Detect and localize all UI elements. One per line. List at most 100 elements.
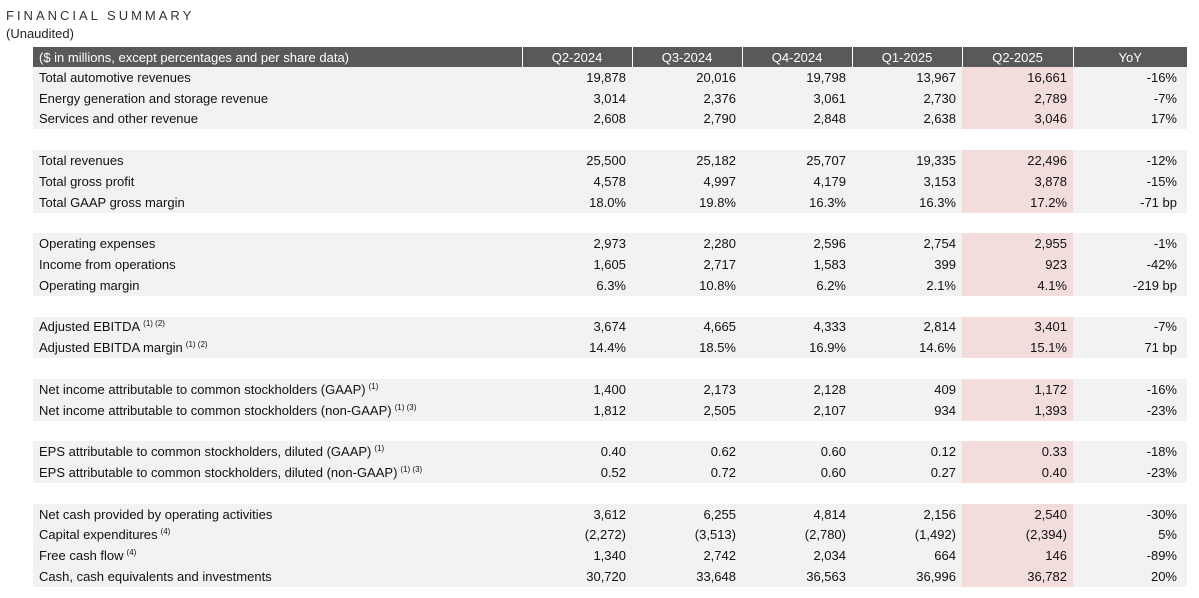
yoy-cell: 20%: [1073, 566, 1187, 587]
group-spacer: [33, 129, 1187, 151]
value-cell: 16.3%: [852, 191, 962, 213]
spacer-cell: [742, 358, 852, 379]
value-cell-highlight: 0.33: [962, 441, 1073, 463]
spacer-cell: [33, 358, 522, 379]
table-row: Adjusted EBITDA margin (1) (2) 14.4% 18.5% 1…: [33, 337, 1187, 359]
value-cell: 10.8%: [632, 274, 742, 296]
value-cell: 2,814: [852, 316, 962, 338]
value-cell: 19,335: [852, 150, 962, 171]
value-cell: 3,674: [522, 316, 632, 338]
yoy-cell: -15%: [1073, 170, 1187, 192]
row-label-text: Net income attributable to common stockh…: [39, 402, 392, 418]
row-label-text: EPS attributable to common stockholders,…: [39, 444, 372, 460]
footnote-marker: (1) (3): [400, 465, 423, 475]
table-row: Services and other revenue 2,608 2,790 2,84…: [33, 108, 1187, 130]
value-cell: 0.60: [742, 462, 852, 483]
row-label-text: Total revenues: [39, 153, 124, 169]
value-cell-highlight: 146: [962, 545, 1073, 567]
footnote-marker: (1) (2): [143, 319, 165, 329]
yoy-cell: 17%: [1073, 108, 1187, 130]
table-row: EPS attributable to common stockholders,…: [33, 462, 1187, 483]
spacer-cell: [522, 212, 632, 234]
spacer-cell: [852, 358, 962, 379]
row-label-text: Cash, cash equivalents and investments: [39, 569, 272, 585]
spacer-cell: [522, 420, 632, 442]
row-label: Net income attributable to common stockh…: [33, 399, 522, 421]
spacer-cell: [522, 129, 632, 151]
value-cell-highlight: 4.1%: [962, 274, 1073, 296]
value-cell: 2,596: [742, 233, 852, 255]
spacer-cell: [962, 212, 1073, 234]
spacer-cell: [962, 295, 1073, 317]
value-cell-highlight: 2,955: [962, 233, 1073, 255]
table-row: Cash, cash equivalents and investments 30…: [33, 566, 1187, 587]
spacer-cell: [522, 358, 632, 379]
row-label-text: Total automotive revenues: [39, 69, 191, 85]
spacer-cell: [632, 482, 742, 504]
value-cell: 4,333: [742, 316, 852, 338]
table-row: Net cash provided by operating activitie…: [33, 503, 1187, 525]
value-cell-highlight: 923: [962, 254, 1073, 275]
value-cell: 25,182: [632, 150, 742, 171]
value-cell: 2,848: [742, 108, 852, 130]
spacer-cell: [33, 420, 522, 442]
table-row: Free cash flow (4) 1,340 2,742 2,034 664 146 -8…: [33, 545, 1187, 567]
value-cell: 2,156: [852, 503, 962, 525]
table-row: Operating expenses 2,973 2,280 2,596 2,754 2,…: [33, 233, 1187, 255]
value-cell-highlight: 16,661: [962, 67, 1073, 88]
row-label: Total GAAP gross margin: [33, 191, 522, 213]
spacer-cell: [962, 358, 1073, 379]
yoy-cell: -18%: [1073, 441, 1187, 463]
value-cell-highlight: 22,496: [962, 150, 1073, 171]
row-label-text: EPS attributable to common stockholders,…: [39, 465, 398, 481]
row-label-text: Operating margin: [39, 277, 140, 293]
value-cell-highlight: 15.1%: [962, 337, 1073, 359]
yoy-cell: -7%: [1073, 87, 1187, 109]
value-cell: 1,583: [742, 254, 852, 275]
row-label: Total revenues: [33, 150, 522, 171]
value-cell: 2,505: [632, 399, 742, 421]
table-row: Total gross profit 4,578 4,997 4,179 3,153 3,…: [33, 170, 1187, 192]
row-label: Net income attributable to common stockh…: [33, 378, 522, 400]
spacer-cell: [1073, 482, 1187, 504]
column-header-yoy: YoY: [1073, 47, 1187, 67]
spacer-cell: [852, 295, 962, 317]
value-cell-highlight: 3,046: [962, 108, 1073, 130]
value-cell: 664: [852, 545, 962, 567]
value-cell: 0.12: [852, 441, 962, 463]
row-label: Capital expenditures (4): [33, 524, 522, 546]
spacer-cell: [1073, 295, 1187, 317]
value-cell: 16.3%: [742, 191, 852, 213]
value-cell: 1,340: [522, 545, 632, 567]
row-label: EPS attributable to common stockholders,…: [33, 441, 522, 463]
spacer-cell: [522, 295, 632, 317]
value-cell-highlight: 36,782: [962, 566, 1073, 587]
group-spacer: [33, 358, 1187, 379]
value-cell: 0.72: [632, 462, 742, 483]
value-cell: 13,967: [852, 67, 962, 88]
value-cell: (2,272): [522, 524, 632, 546]
spacer-cell: [1073, 420, 1187, 442]
footnote-marker: (1): [368, 381, 379, 391]
value-cell: 2,280: [632, 233, 742, 255]
value-cell: (1,492): [852, 524, 962, 546]
spacer-cell: [632, 212, 742, 234]
yoy-cell: -23%: [1073, 462, 1187, 483]
value-cell: 0.52: [522, 462, 632, 483]
row-label: EPS attributable to common stockholders,…: [33, 462, 522, 483]
column-header-period: Q3-2024: [632, 47, 743, 67]
value-cell: 0.60: [742, 441, 852, 463]
row-label-text: Total GAAP gross margin: [39, 194, 185, 210]
spacer-cell: [742, 420, 852, 442]
row-label-text: Capital expenditures: [39, 527, 158, 543]
value-cell: 4,179: [742, 170, 852, 192]
row-label-text: Operating expenses: [39, 236, 156, 252]
spacer-cell: [962, 420, 1073, 442]
table-row: Income from operations 1,605 2,717 1,583 399…: [33, 254, 1187, 275]
value-cell: 2,790: [632, 108, 742, 130]
column-header-period: Q2-2024: [522, 47, 633, 67]
yoy-cell: -16%: [1073, 378, 1187, 400]
value-cell: 14.6%: [852, 337, 962, 359]
value-cell: (3,513): [632, 524, 742, 546]
value-cell: 2,376: [632, 87, 742, 109]
